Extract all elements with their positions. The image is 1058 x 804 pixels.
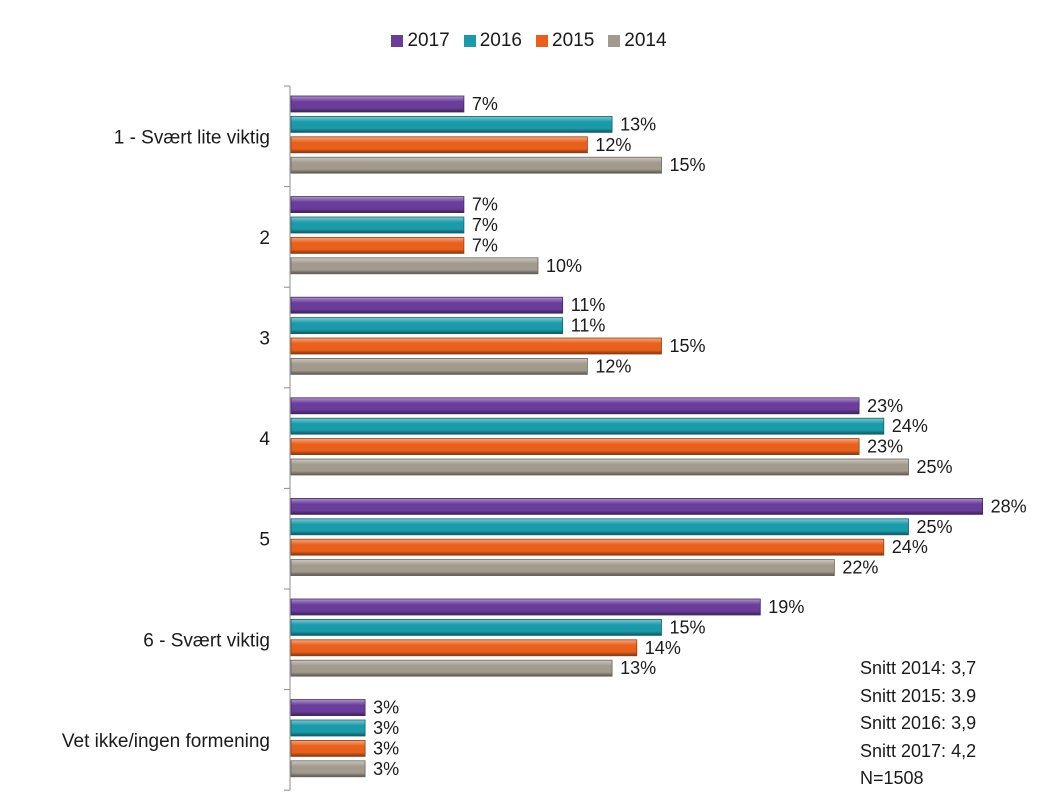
bar-2016	[290, 216, 465, 234]
data-label: 3%	[373, 718, 399, 738]
category-label: 1 - Svært lite viktig	[114, 127, 270, 148]
bar-2014	[290, 156, 662, 174]
legend-label: 2017	[407, 30, 450, 51]
bar-2017	[290, 397, 860, 415]
bar-2016	[290, 317, 564, 335]
data-label: 15%	[670, 155, 706, 175]
bar-2014	[290, 257, 539, 275]
category-label: 4	[259, 429, 270, 450]
snitt-2015-note: Snitt 2015: 3.9	[860, 685, 977, 706]
bar-2014	[290, 559, 835, 576]
bar-2015	[290, 639, 638, 657]
category-label: 2	[259, 228, 270, 249]
data-label: 12%	[595, 135, 631, 155]
bar-2015	[290, 236, 465, 254]
data-label: 19%	[768, 597, 804, 617]
data-label: 28%	[991, 496, 1027, 516]
data-label: 23%	[867, 396, 903, 416]
data-label: 7%	[472, 94, 498, 114]
bar-2017	[290, 497, 983, 515]
bar-2017	[290, 296, 564, 314]
bar-2014	[290, 458, 909, 476]
bar-2017	[290, 699, 366, 716]
bar-2016	[290, 417, 885, 435]
bar-2017	[290, 598, 761, 616]
data-label: 13%	[620, 658, 656, 678]
bar-2014	[290, 357, 588, 375]
data-label: 7%	[472, 195, 498, 215]
category-label: Vet ikke/ingen formening	[62, 731, 270, 752]
data-label: 7%	[472, 235, 498, 255]
category-label: 5	[259, 530, 270, 551]
data-label: 22%	[842, 558, 878, 578]
data-label: 23%	[867, 437, 903, 457]
data-label: 24%	[892, 416, 928, 436]
bar-2014	[290, 760, 366, 778]
bar-2015	[290, 337, 662, 355]
data-label: 13%	[620, 114, 656, 134]
chart-notes: Snitt 2014: 3,7 Snitt 2015: 3.9 Snitt 20…	[860, 655, 976, 793]
snitt-2014-note: Snitt 2014: 3,7	[860, 658, 977, 678]
legend-swatch	[608, 35, 621, 47]
bar-2014	[290, 659, 613, 677]
snitt-2016-note: Snitt 2016: 3,9	[860, 713, 977, 733]
data-label: 15%	[670, 617, 706, 637]
bar-2015	[290, 136, 588, 154]
sample-size-note: N=1508	[860, 768, 924, 788]
bar-2016	[290, 116, 613, 133]
bar-2017	[290, 95, 465, 113]
bar-2017	[290, 196, 465, 214]
legend-swatch	[391, 35, 404, 47]
legend-swatch	[536, 35, 548, 47]
legend-swatch	[463, 35, 476, 47]
legend-item-2016: 2016	[463, 30, 522, 52]
snitt-2017-note: Snitt 2017: 4,2	[860, 740, 977, 761]
data-label: 3%	[373, 738, 399, 758]
data-label: 25%	[917, 457, 953, 477]
data-label: 24%	[892, 537, 928, 557]
data-label: 15%	[670, 336, 706, 356]
data-label: 3%	[373, 759, 399, 779]
legend-item-2015: 2015	[536, 30, 594, 52]
data-label: 3%	[373, 698, 399, 718]
data-label: 11%	[571, 316, 606, 336]
data-label: 12%	[595, 356, 631, 376]
data-label: 14%	[645, 638, 681, 658]
legend-item-2017: 2017	[391, 30, 450, 52]
legend-label: 2015	[552, 30, 595, 51]
legend-label: 2014	[624, 30, 667, 51]
bar-2016	[290, 719, 366, 737]
data-label: 7%	[472, 215, 498, 235]
bar-2015	[290, 538, 885, 556]
bar-2015	[290, 438, 860, 456]
data-label: 10%	[546, 256, 582, 276]
bar-2016	[290, 619, 662, 636]
data-label: 25%	[917, 517, 953, 537]
legend-label: 2016	[479, 30, 522, 51]
legend-item-2014: 2014	[608, 30, 667, 52]
bar-2016	[290, 518, 909, 536]
category-label: 6 - Svært viktig	[143, 630, 270, 651]
category-label: 3	[259, 329, 270, 350]
bar-2015	[290, 740, 366, 757]
data-label: 11%	[571, 295, 606, 315]
chart-legend: 2017 2016 2015 2014	[0, 30, 1058, 52]
